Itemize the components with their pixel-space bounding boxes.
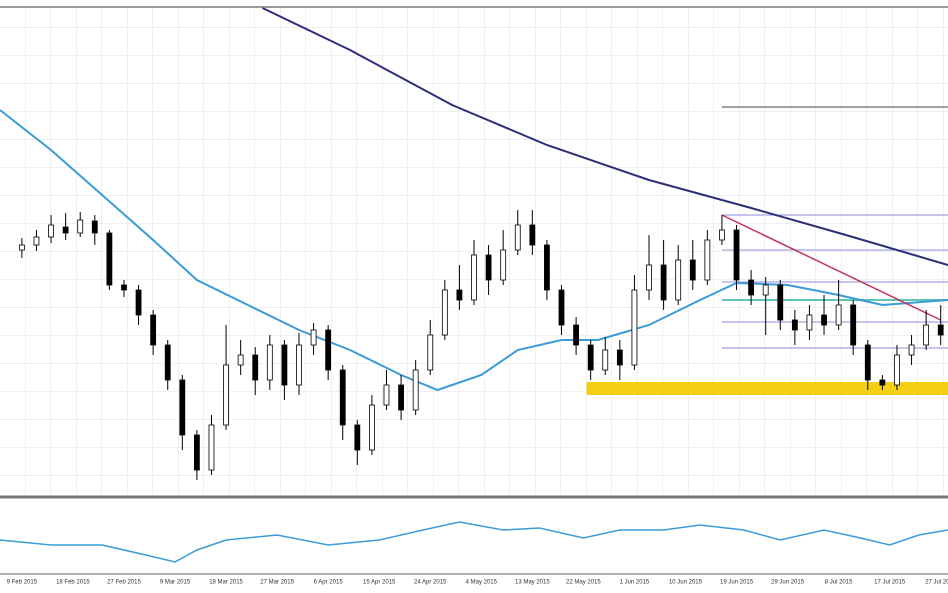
candle-body: [646, 264, 652, 291]
candle-body: [704, 239, 711, 281]
x-tick-label: 27 Jul 2015: [925, 580, 948, 586]
candle-body: [923, 324, 930, 346]
x-tick-label: 18 Mar 2015: [209, 580, 243, 586]
candle-body: [427, 334, 434, 371]
candle-body: [208, 424, 215, 471]
x-tick-label: 27 Feb 2015: [107, 580, 141, 586]
candle-body: [529, 224, 536, 246]
candle-body: [164, 344, 171, 381]
trendline: [721, 214, 942, 321]
candle-body: [821, 314, 827, 326]
candle-body: [48, 224, 54, 238]
x-tick-label: 13 May 2015: [515, 580, 550, 586]
x-tick-label: 10 Jun 2015: [669, 580, 703, 586]
candle-body: [296, 344, 302, 386]
candle-body: [223, 364, 229, 426]
candle-body: [485, 254, 492, 281]
candle-body: [631, 289, 638, 366]
candle-body: [689, 259, 696, 281]
candle-body: [835, 304, 842, 326]
candle-body: [544, 244, 550, 291]
x-tick-label: 4 May 2015: [466, 580, 498, 586]
candle-body: [587, 344, 594, 371]
candle-body: [310, 329, 317, 346]
x-tick-label: 22 May 2015: [566, 580, 601, 586]
candle-body: [660, 264, 667, 301]
candle-body: [325, 329, 332, 371]
candle-body: [441, 289, 448, 336]
candle-body: [33, 236, 40, 246]
candle-body: [616, 349, 623, 366]
candle-body: [602, 349, 609, 371]
candle-body: [193, 434, 200, 471]
candle-body: [864, 344, 871, 381]
candle-body: [18, 244, 25, 251]
candle-body: [91, 220, 98, 234]
support-band: [586, 382, 948, 395]
candle-body: [573, 324, 579, 346]
candle-body: [675, 259, 682, 301]
candle-body: [879, 379, 886, 386]
x-tick-label: 9 Feb 2015: [7, 580, 38, 586]
candle-body: [762, 284, 769, 296]
candle-body: [412, 369, 419, 411]
x-tick-label: 19 Jun 2015: [720, 580, 754, 586]
candle-body: [777, 284, 784, 321]
candle-body: [398, 384, 404, 411]
candle-body: [791, 319, 798, 331]
x-tick-label: 17 Jul 2015: [874, 580, 906, 586]
oscillator-line: [0, 521, 948, 563]
x-tick-label: 27 Mar 2015: [260, 580, 294, 586]
candle-body: [121, 284, 127, 291]
candle-body: [733, 229, 740, 281]
x-tick-label: 1 Jun 2015: [620, 580, 650, 586]
candle-body: [908, 344, 915, 356]
candle-body: [179, 379, 186, 436]
x-tick-label: 29 Jun 2015: [771, 580, 805, 586]
candle-body: [339, 369, 346, 426]
candle-body: [266, 344, 273, 381]
candle-body: [719, 229, 725, 241]
x-tick-label: 9 Mar 2015: [160, 580, 191, 586]
moving-average: [0, 109, 948, 392]
candle-body: [806, 314, 813, 331]
candle-body: [894, 354, 900, 386]
candle-body: [150, 314, 157, 346]
candle-body: [237, 354, 244, 366]
candle-body: [369, 404, 375, 451]
x-tick-label: 24 Apr 2015: [414, 580, 447, 586]
candle-body: [77, 219, 84, 234]
x-tick-label: 8 Jul 2015: [825, 580, 853, 586]
candle-body: [383, 384, 390, 406]
candle-body: [514, 224, 521, 251]
candle-body: [500, 249, 507, 281]
candle-body: [558, 289, 565, 326]
candle-body: [354, 424, 361, 451]
moving-average: [262, 7, 948, 266]
candle-body: [106, 232, 113, 286]
candle-body: [937, 324, 944, 336]
x-tick-label: 6 Apr 2015: [314, 580, 344, 586]
candle-body: [748, 279, 755, 296]
candle-body: [456, 289, 463, 301]
candle-body: [252, 354, 259, 381]
candle-body: [135, 289, 142, 316]
x-tick-label: 15 Apr 2015: [363, 580, 396, 586]
candle-body: [471, 254, 477, 301]
candle-body: [62, 226, 69, 234]
x-tick-label: 18 Feb 2015: [56, 580, 90, 586]
candle-body: [281, 344, 288, 386]
candle-body: [850, 304, 857, 346]
